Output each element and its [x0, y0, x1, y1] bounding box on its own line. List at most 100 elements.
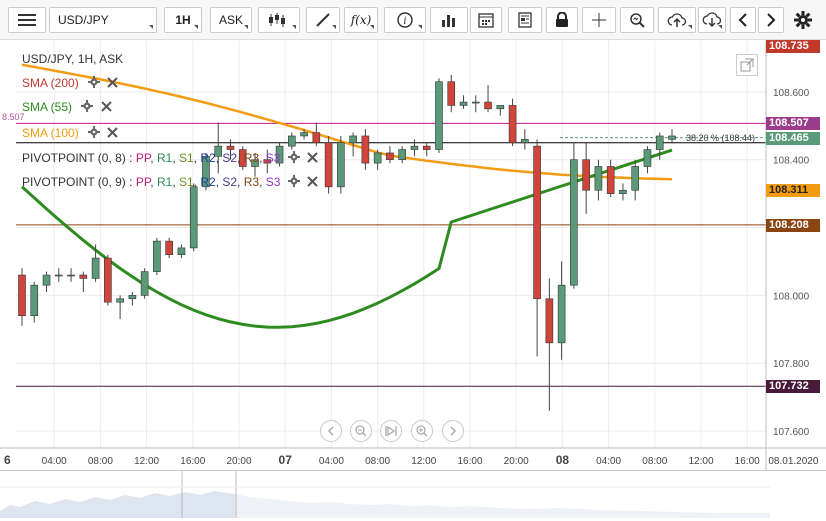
candle-body	[545, 298, 554, 344]
pivot-component: ,	[215, 175, 223, 189]
scroll-right-button[interactable]	[442, 420, 464, 442]
candle-body	[508, 105, 517, 144]
news-button[interactable]	[508, 7, 542, 33]
info-button[interactable]: i	[384, 7, 426, 33]
zoom-in-button[interactable]	[411, 420, 433, 442]
prev-icon	[738, 13, 747, 27]
symbol-label: USD/JPY	[58, 13, 109, 27]
candle-body	[410, 145, 419, 150]
news-icon	[518, 12, 532, 28]
zoom-icon	[630, 13, 645, 28]
timeframe-select[interactable]: 1H	[164, 7, 202, 33]
gear-icon[interactable]	[287, 175, 300, 190]
pivot-component: ,	[150, 175, 157, 189]
download-button[interactable]	[698, 7, 726, 33]
pivot-component: ,	[172, 175, 179, 189]
pivot-component: ,	[259, 151, 266, 165]
candle-body	[668, 135, 676, 140]
settings-button[interactable]	[788, 7, 818, 33]
pivot-component: ,	[172, 151, 179, 165]
draw-button[interactable]	[306, 7, 340, 33]
pivot-8-separator: :	[125, 151, 136, 165]
pivot-component: ,	[150, 151, 157, 165]
candle-body	[30, 284, 39, 317]
crosshair-button[interactable]	[582, 7, 616, 33]
candle-body	[91, 257, 100, 279]
candle-body	[214, 145, 223, 157]
chart-navigator[interactable]	[0, 470, 826, 518]
candle-type-button[interactable]	[258, 7, 300, 33]
fx-button[interactable]: f(x)	[344, 7, 378, 33]
pivot-component: ,	[259, 175, 266, 189]
pivot-component: S1	[178, 151, 194, 165]
legend-pivot-9[interactable]: PIVOTPOINT (0, 9) : PP, R1, S1, R2, S2, …	[22, 175, 318, 190]
sma-orange-line	[21, 63, 673, 181]
menu-button[interactable]	[8, 7, 46, 33]
pivot-component: ,	[237, 175, 244, 189]
volume-button[interactable]	[430, 7, 468, 33]
candle-body	[104, 257, 112, 303]
pivot-component: PP	[135, 175, 151, 189]
scroll-left-button[interactable]	[320, 420, 342, 442]
svg-text:i: i	[403, 16, 406, 27]
gear-icon[interactable]	[287, 151, 300, 166]
candle-type-icon	[269, 13, 285, 27]
next-button[interactable]	[758, 7, 784, 33]
zoom-out-button[interactable]	[350, 420, 372, 442]
chart-grid	[16, 41, 766, 448]
close-icon[interactable]	[100, 101, 112, 115]
pivot-component: S3	[265, 151, 281, 165]
reset-zoom-icon	[385, 425, 397, 437]
legend-sma-55[interactable]: SMA (55)	[22, 100, 112, 115]
candle-body	[263, 159, 272, 164]
x-tick-label: 20:00	[226, 456, 251, 467]
pivot-component: R1	[156, 151, 173, 165]
upload-button[interactable]	[658, 7, 696, 33]
close-icon[interactable]	[107, 77, 119, 91]
close-icon[interactable]	[307, 176, 318, 190]
candle-body	[521, 139, 529, 144]
lock-icon	[556, 12, 568, 27]
popout-button[interactable]	[736, 54, 758, 76]
x-tick-label: 08:00	[88, 456, 113, 467]
x-tick-label: 04:00	[596, 456, 621, 467]
popout-icon	[740, 58, 754, 72]
candle-body	[300, 132, 308, 137]
x-axis: 6 04:00 08:00 12:00 16:00 20:00 07 04:00 08:00 12…	[0, 447, 826, 467]
candle-body	[533, 145, 541, 300]
candle-body	[54, 274, 63, 277]
x-tick-label: 08:00	[642, 456, 667, 467]
prev-button[interactable]	[730, 7, 756, 33]
candle-body	[496, 105, 505, 110]
price-tag: 108.311	[766, 183, 820, 197]
gear-icon[interactable]	[88, 76, 101, 91]
symbol-select[interactable]: USD/JPY	[49, 7, 157, 33]
calendar-icon	[478, 13, 494, 28]
draw-icon	[316, 13, 330, 27]
candle-body	[288, 135, 296, 147]
candle-body	[373, 152, 382, 164]
close-icon[interactable]	[307, 152, 318, 166]
lock-button[interactable]	[546, 7, 578, 33]
price-type-select[interactable]: ASK	[210, 7, 252, 33]
calendar-button[interactable]	[470, 7, 502, 33]
gear-icon[interactable]	[88, 126, 101, 141]
candle-body	[570, 159, 578, 286]
toolbar: USD/JPY 1H ASK f(x) i	[0, 0, 826, 40]
info-icon: i	[397, 12, 413, 28]
legend-pivot-8[interactable]: PIVOTPOINT (0, 8) : PP, R1, S1, R2, S2, …	[22, 151, 318, 166]
legend-sma-200[interactable]: SMA (200)	[22, 76, 119, 91]
close-icon[interactable]	[107, 127, 119, 141]
y-axis: 107.600 107.800 108.000 108.400 108.600	[765, 41, 810, 470]
price-tag: 108.208	[766, 218, 820, 232]
gear-icon[interactable]	[81, 100, 94, 115]
pivot-component: PP	[135, 151, 151, 165]
legend-sma-100[interactable]: SMA (100)	[22, 126, 119, 141]
timeframe-label: 1H	[175, 13, 191, 27]
zoom-out-icon	[355, 425, 367, 437]
zoom-button[interactable]	[620, 7, 654, 33]
candle-body	[18, 274, 26, 317]
sma-55-label: SMA (55)	[22, 100, 73, 114]
reset-zoom-button[interactable]	[380, 420, 402, 442]
